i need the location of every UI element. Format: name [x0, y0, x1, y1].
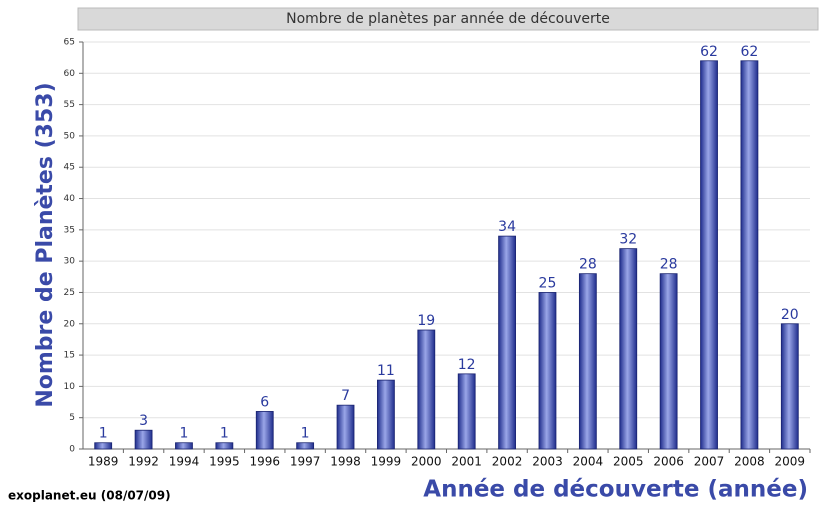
bar: [498, 235, 516, 450]
value-label: 20: [781, 307, 799, 323]
x-tick-label: 2008: [734, 455, 765, 469]
y-tick-label: 20: [64, 319, 76, 329]
bar: [780, 323, 799, 450]
y-tick-label: 65: [64, 38, 75, 48]
value-label: 3: [139, 413, 148, 429]
value-label: 1: [220, 426, 229, 442]
value-label: 1: [301, 426, 310, 442]
title-band: [77, 7, 819, 31]
value-label: 62: [700, 44, 718, 60]
x-tick-label: 1997: [290, 455, 321, 469]
chart-title: Nombre de planètes par année de découver…: [286, 11, 610, 27]
bar: [336, 404, 355, 450]
x-tick-label: 2001: [451, 455, 482, 469]
x-tick-label: 1998: [330, 455, 361, 469]
value-label: 1: [180, 426, 189, 442]
x-tick-label: 1996: [249, 455, 280, 469]
bar: [255, 411, 274, 450]
y-tick-label: 35: [64, 225, 75, 235]
y-tick-label: 0: [69, 445, 75, 455]
bar: [377, 379, 395, 450]
y-tick-label: 15: [64, 351, 75, 361]
x-tick-label: 1994: [169, 455, 200, 469]
x-tick-label: 2009: [775, 455, 806, 469]
value-label: 25: [539, 275, 557, 291]
value-label: 12: [458, 357, 476, 373]
bar: [740, 60, 759, 450]
value-label: 11: [377, 363, 395, 379]
value-label: 19: [417, 313, 435, 329]
bar: [215, 442, 234, 450]
x-tick-label: 1992: [128, 455, 159, 469]
y-tick-label: 60: [64, 69, 76, 79]
source-note: exoplanet.eu (08/07/09): [8, 489, 171, 503]
x-tick-label: 2002: [492, 455, 523, 469]
y-tick-label: 25: [64, 288, 75, 298]
bar: [94, 442, 113, 450]
bar: [700, 60, 718, 450]
x-tick-label: 2004: [573, 455, 604, 469]
y-tick-label: 30: [64, 257, 76, 267]
x-tick-label: 1995: [209, 455, 240, 469]
bar: [175, 442, 193, 450]
x-tick-label: 2000: [411, 455, 442, 469]
y-tick-label: 40: [64, 194, 76, 204]
x-tick-label: 2006: [653, 455, 684, 469]
value-label: 6: [260, 394, 269, 410]
x-tick-label: 1999: [371, 455, 402, 469]
value-label: 28: [660, 257, 678, 273]
y-tick-label: 5: [69, 413, 75, 423]
bar: [538, 292, 557, 450]
x-axis-label: Année de découverte (année): [423, 477, 808, 503]
bar: [619, 248, 638, 450]
x-tick-label: 1989: [88, 455, 119, 469]
x-tick-label: 2007: [694, 455, 725, 469]
x-tick-label: 2003: [532, 455, 563, 469]
value-label: 62: [741, 44, 759, 60]
y-tick-label: 50: [64, 131, 76, 141]
value-label: 32: [619, 232, 637, 248]
y-tick-label: 45: [64, 163, 75, 173]
bar: [134, 429, 153, 450]
bar: [659, 273, 678, 450]
value-label: 28: [579, 257, 597, 273]
value-label: 1: [99, 426, 108, 442]
bar: [578, 273, 597, 450]
y-tick-label: 10: [64, 382, 76, 392]
bar: [457, 373, 476, 450]
x-tick-label: 2005: [613, 455, 644, 469]
value-label: 7: [341, 388, 350, 404]
bar: [417, 329, 436, 450]
bar: [296, 442, 315, 450]
value-label: 34: [498, 219, 516, 235]
y-tick-label: 55: [64, 100, 75, 110]
y-axis-label: Nombre de Planètes (353): [33, 82, 58, 407]
